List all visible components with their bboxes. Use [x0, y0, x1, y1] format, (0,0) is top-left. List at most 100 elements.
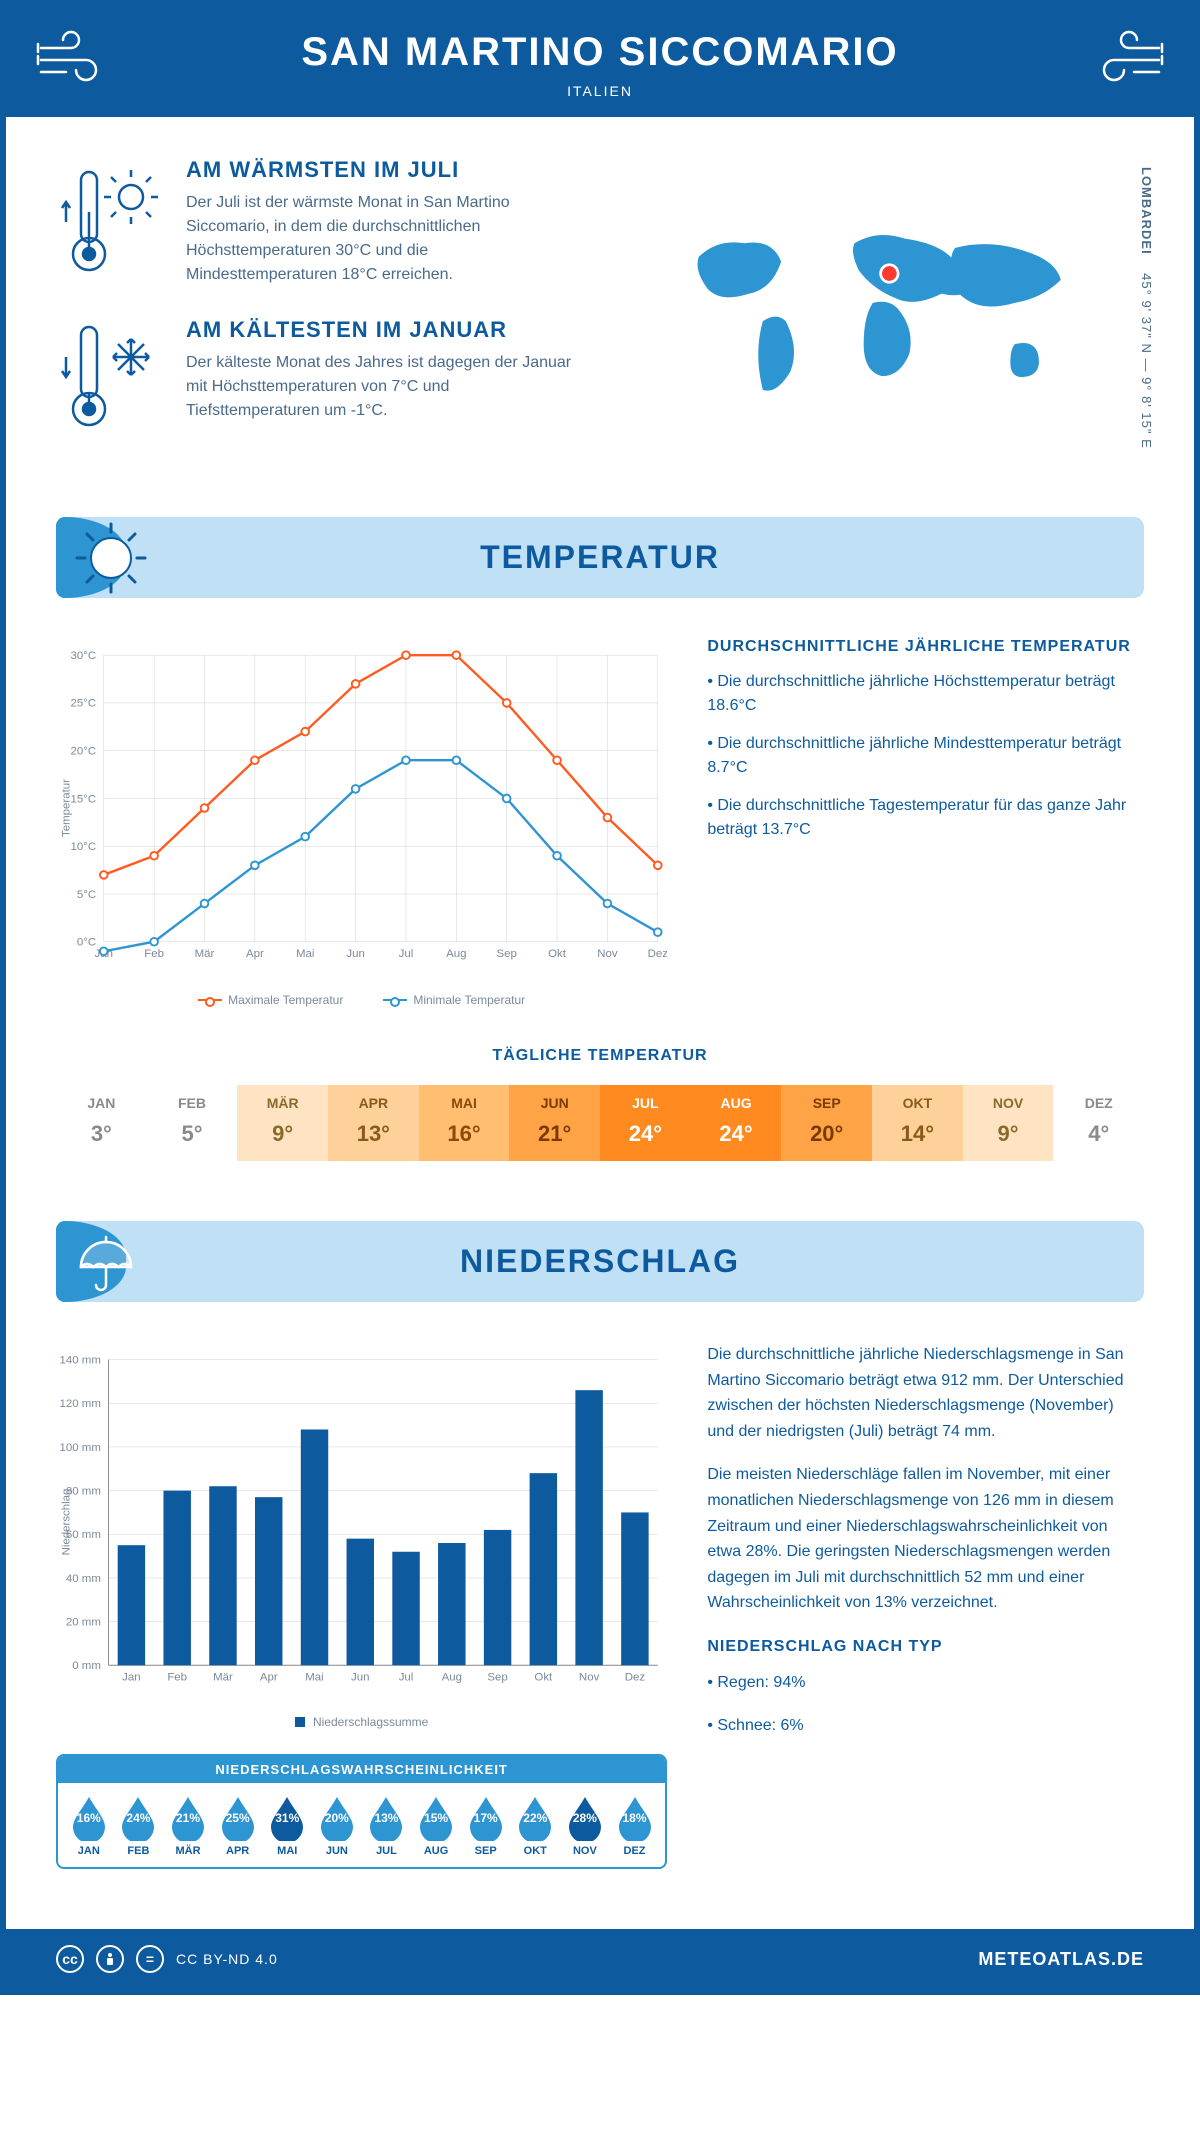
svg-text:15°C: 15°C: [71, 793, 97, 805]
prob-cell: 21%MÄR: [163, 1793, 213, 1857]
intro-section: AM WÄRMSTEN IM JULI Der Juli ist der wär…: [6, 117, 1194, 497]
legend-max: .legend-item:nth-child(1) .legend-line::…: [198, 993, 343, 1007]
wind-icon: [36, 30, 116, 90]
precip-left: 0 mm20 mm40 mm60 mm80 mm100 mm120 mm140 …: [56, 1342, 667, 1869]
cc-icon: cc: [56, 1945, 84, 1973]
section-header-temperature: TEMPERATUR: [56, 517, 1144, 598]
temp-info: DURCHSCHNITTLICHE JÄHRLICHE TEMPERATUR •…: [707, 638, 1144, 1007]
daily-temp-cell: AUG24°: [691, 1085, 782, 1161]
warmest-title: AM WÄRMSTEN IM JULI: [186, 157, 580, 183]
svg-text:Mär: Mär: [195, 948, 215, 960]
legend-square: [295, 1717, 305, 1727]
precip-type-title: NIEDERSCHLAG NACH TYP: [707, 1634, 1144, 1660]
svg-text:Mär: Mär: [213, 1672, 233, 1684]
svg-text:Jul: Jul: [399, 948, 414, 960]
svg-text:Feb: Feb: [144, 948, 164, 960]
legend-max-label: Maximale Temperatur: [228, 993, 343, 1007]
by-icon: [96, 1945, 124, 1973]
svg-text:5°C: 5°C: [77, 889, 96, 901]
precip-probability-box: NIEDERSCHLAGSWAHRSCHEINLICHKEIT 16%JAN24…: [56, 1754, 667, 1869]
prob-cell: 24%FEB: [114, 1793, 164, 1857]
license-label: CC BY-ND 4.0: [176, 1951, 278, 1967]
prob-cell: 31%MAI: [262, 1793, 312, 1857]
prob-row: 16%JAN24%FEB21%MÄR25%APR31%MAI20%JUN13%J…: [58, 1783, 665, 1867]
temp-info-line: • Die durchschnittliche jährliche Mindes…: [707, 732, 1144, 780]
thermometer-snow-icon: [56, 317, 166, 437]
footer-brand: METEOATLAS.DE: [978, 1949, 1144, 1970]
svg-text:20 mm: 20 mm: [66, 1616, 101, 1628]
svg-text:25°C: 25°C: [71, 698, 97, 710]
svg-text:Sep: Sep: [487, 1672, 507, 1684]
bar-legend: Niederschlagssumme: [56, 1715, 667, 1729]
precipitation-section: 0 mm20 mm40 mm60 mm80 mm100 mm120 mm140 …: [6, 1322, 1194, 1899]
svg-text:0°C: 0°C: [77, 937, 96, 949]
svg-text:Apr: Apr: [260, 1672, 278, 1684]
daily-temp-cell: MÄR9°: [237, 1085, 328, 1161]
svg-text:40 mm: 40 mm: [66, 1573, 101, 1585]
svg-text:Mai: Mai: [305, 1672, 323, 1684]
wind-icon: [1084, 30, 1164, 90]
sun-icon: [71, 518, 151, 598]
coords-label: 45° 9' 37" N — 9° 8' 15" E: [1139, 273, 1154, 449]
footer: cc = CC BY-ND 4.0 METEOATLAS.DE: [6, 1929, 1194, 1989]
warmest-block: AM WÄRMSTEN IM JULI Der Juli ist der wär…: [56, 157, 580, 287]
infographic-page: SAN MARTINO SICCOMARIO ITALIEN: [0, 0, 1200, 1995]
svg-text:Okt: Okt: [534, 1672, 553, 1684]
section-header-precipitation: NIEDERSCHLAG: [56, 1221, 1144, 1302]
daily-temp-row: JAN3°FEB5°MÄR9°APR13°MAI16°JUN21°JUL24°A…: [56, 1085, 1144, 1161]
svg-text:Jun: Jun: [346, 948, 364, 960]
prob-cell: 25%APR: [213, 1793, 263, 1857]
precip-text: Die durchschnittliche jährliche Niedersc…: [707, 1342, 1144, 1869]
daily-temp-cell: JUL24°: [600, 1085, 691, 1161]
prob-cell: 15%AUG: [411, 1793, 461, 1857]
coordinates: LOMBARDEI 45° 9' 37" N — 9° 8' 15" E: [1139, 167, 1154, 449]
svg-text:Aug: Aug: [446, 948, 466, 960]
section-title: TEMPERATUR: [78, 539, 1122, 576]
svg-text:Okt: Okt: [548, 948, 567, 960]
svg-text:100 mm: 100 mm: [60, 1442, 101, 1454]
svg-text:140 mm: 140 mm: [60, 1354, 101, 1366]
thermometer-sun-icon: [56, 157, 166, 287]
svg-text:Jan: Jan: [122, 1672, 140, 1684]
coldest-text: Der kälteste Monat des Jahres ist dagege…: [186, 351, 580, 423]
temperature-line-chart: 0°C5°C10°C15°C20°C25°C30°CJanFebMärAprMa…: [56, 638, 667, 978]
prob-cell: 16%JAN: [64, 1793, 114, 1857]
legend-min: .legend-item:nth-child(2) .legend-line::…: [383, 993, 525, 1007]
svg-text:120 mm: 120 mm: [60, 1398, 101, 1410]
precipitation-bar-chart: 0 mm20 mm40 mm60 mm80 mm100 mm120 mm140 …: [56, 1342, 667, 1702]
daily-temp-cell: JAN3°: [56, 1085, 147, 1161]
prob-cell: 13%JUL: [362, 1793, 412, 1857]
region-label: LOMBARDEI: [1139, 167, 1154, 255]
temperature-section: 0°C5°C10°C15°C20°C25°C30°CJanFebMärAprMa…: [6, 618, 1194, 1037]
daily-temp-cell: APR13°: [328, 1085, 419, 1161]
prob-cell: 18%DEZ: [610, 1793, 660, 1857]
bar-legend-label: Niederschlagssumme: [313, 1715, 428, 1729]
daily-temp-cell: OKT14°: [872, 1085, 963, 1161]
daily-temp-cell: JUN21°: [509, 1085, 600, 1161]
page-subtitle: ITALIEN: [46, 83, 1154, 99]
umbrella-icon: [71, 1227, 141, 1297]
temp-chart-container: 0°C5°C10°C15°C20°C25°C30°CJanFebMärAprMa…: [56, 638, 667, 1007]
daily-temp-title: TÄGLICHE TEMPERATUR: [56, 1047, 1144, 1065]
nd-icon: =: [136, 1945, 164, 1973]
temp-info-line: • Die durchschnittliche Tagestemperatur …: [707, 794, 1144, 842]
svg-text:20°C: 20°C: [71, 746, 97, 758]
legend-min-label: Minimale Temperatur: [413, 993, 525, 1007]
intro-right: LOMBARDEI 45° 9' 37" N — 9° 8' 15" E: [620, 157, 1144, 467]
svg-text:Nov: Nov: [579, 1672, 600, 1684]
prob-cell: 17%SEP: [461, 1793, 511, 1857]
svg-text:Nov: Nov: [597, 948, 618, 960]
svg-text:Feb: Feb: [167, 1672, 187, 1684]
svg-text:Temperatur: Temperatur: [60, 779, 72, 837]
svg-text:Dez: Dez: [648, 948, 668, 960]
daily-temp-section: TÄGLICHE TEMPERATUR JAN3°FEB5°MÄR9°APR13…: [6, 1037, 1194, 1201]
svg-text:0 mm: 0 mm: [72, 1660, 101, 1672]
temp-info-title: DURCHSCHNITTLICHE JÄHRLICHE TEMPERATUR: [707, 638, 1144, 656]
precip-type-rain: • Regen: 94%: [707, 1670, 1144, 1696]
precip-p2: Die meisten Niederschläge fallen im Nove…: [707, 1462, 1144, 1616]
daily-temp-cell: SEP20°: [781, 1085, 872, 1161]
header: SAN MARTINO SICCOMARIO ITALIEN: [6, 6, 1194, 117]
svg-text:Aug: Aug: [442, 1672, 462, 1684]
prob-cell: 28%NOV: [560, 1793, 610, 1857]
precip-type-snow: • Schnee: 6%: [707, 1713, 1144, 1739]
